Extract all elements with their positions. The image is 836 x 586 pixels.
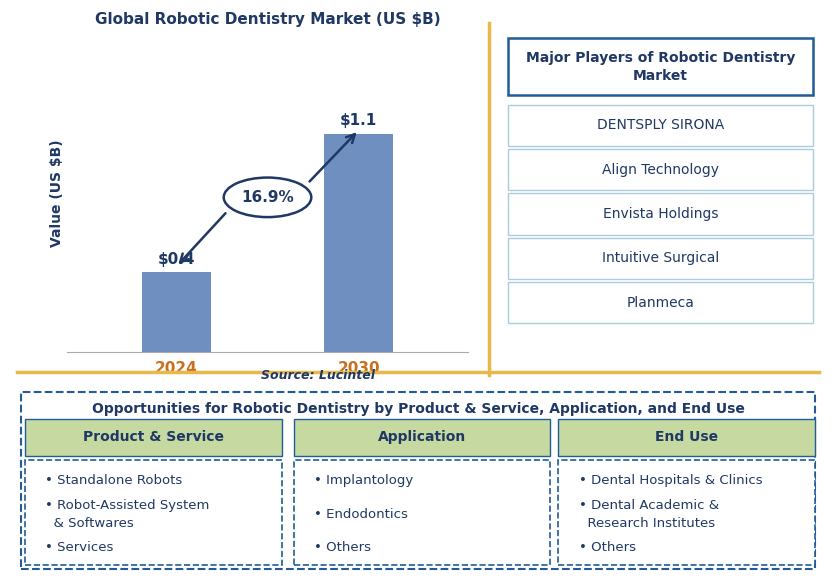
Text: • Others: • Others bbox=[579, 541, 635, 554]
FancyBboxPatch shape bbox=[558, 418, 815, 456]
FancyBboxPatch shape bbox=[508, 38, 813, 96]
Text: • Dental Hospitals & Clinics: • Dental Hospitals & Clinics bbox=[579, 474, 762, 487]
FancyBboxPatch shape bbox=[508, 238, 813, 279]
Text: • Standalone Robots: • Standalone Robots bbox=[45, 474, 182, 487]
FancyBboxPatch shape bbox=[25, 460, 282, 565]
Text: Planmeca: Planmeca bbox=[626, 295, 695, 309]
Bar bbox=[141, 272, 211, 352]
Text: • Endodontics: • Endodontics bbox=[314, 507, 407, 520]
Text: Opportunities for Robotic Dentistry by Product & Service, Application, and End U: Opportunities for Robotic Dentistry by P… bbox=[92, 402, 744, 416]
Text: Envista Holdings: Envista Holdings bbox=[603, 207, 718, 221]
Text: • Others: • Others bbox=[314, 541, 370, 554]
Text: Align Technology: Align Technology bbox=[602, 163, 719, 176]
Y-axis label: Value (US $B): Value (US $B) bbox=[50, 139, 64, 247]
Text: Major Players of Robotic Dentistry
Market: Major Players of Robotic Dentistry Marke… bbox=[526, 50, 795, 83]
Text: • Dental Academic &
  Research Institutes: • Dental Academic & Research Institutes bbox=[579, 499, 719, 530]
FancyBboxPatch shape bbox=[508, 193, 813, 234]
FancyBboxPatch shape bbox=[508, 282, 813, 323]
Text: DENTSPLY SIRONA: DENTSPLY SIRONA bbox=[597, 118, 724, 132]
FancyBboxPatch shape bbox=[293, 418, 550, 456]
Text: • Robot-Assisted System
  & Softwares: • Robot-Assisted System & Softwares bbox=[45, 499, 209, 530]
FancyBboxPatch shape bbox=[508, 149, 813, 190]
FancyBboxPatch shape bbox=[508, 105, 813, 146]
Text: 16.9%: 16.9% bbox=[241, 190, 294, 205]
Text: Application: Application bbox=[378, 430, 466, 444]
Text: Source: Lucintel: Source: Lucintel bbox=[261, 369, 375, 382]
Text: Product & Service: Product & Service bbox=[83, 430, 224, 444]
FancyBboxPatch shape bbox=[558, 460, 815, 565]
Text: • Services: • Services bbox=[45, 541, 113, 554]
Bar bbox=[324, 134, 394, 352]
Text: • Implantology: • Implantology bbox=[314, 474, 413, 487]
FancyBboxPatch shape bbox=[293, 460, 550, 565]
Text: End Use: End Use bbox=[655, 430, 718, 444]
Title: Global Robotic Dentistry Market (US $B): Global Robotic Dentistry Market (US $B) bbox=[94, 12, 441, 27]
Text: $1.1: $1.1 bbox=[340, 113, 377, 128]
FancyBboxPatch shape bbox=[25, 418, 282, 456]
FancyBboxPatch shape bbox=[21, 393, 815, 568]
Text: Intuitive Surgical: Intuitive Surgical bbox=[602, 251, 719, 265]
Text: $0.4: $0.4 bbox=[157, 251, 195, 267]
